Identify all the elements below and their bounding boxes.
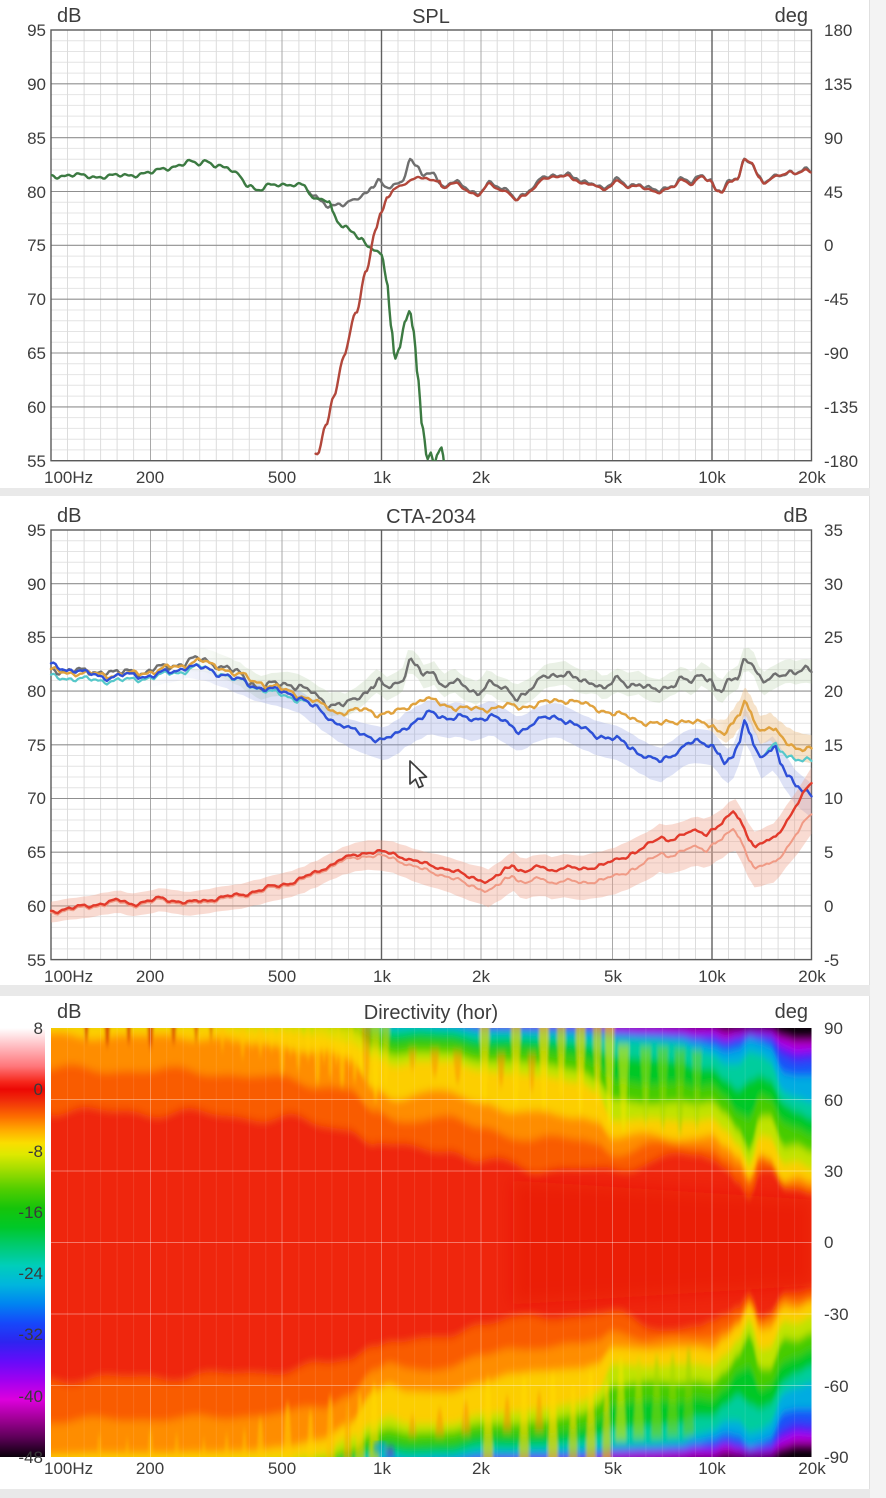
svg-text:100Hz: 100Hz [44,967,93,986]
svg-text:200: 200 [136,967,164,986]
svg-text:-8: -8 [28,1142,43,1161]
svg-text:80: 80 [27,682,46,701]
svg-text:0: 0 [824,897,833,916]
svg-text:60: 60 [27,897,46,916]
svg-text:70: 70 [27,789,46,808]
svg-text:135: 135 [824,75,852,94]
svg-text:75: 75 [27,736,46,755]
svg-text:-30: -30 [824,1305,849,1324]
svg-text:500: 500 [268,1459,296,1478]
svg-text:20k: 20k [798,967,826,986]
svg-text:-24: -24 [18,1264,43,1283]
svg-text:90: 90 [27,75,46,94]
svg-text:Directivity (hor): Directivity (hor) [364,1002,498,1024]
svg-text:10k: 10k [698,468,726,487]
svg-text:20k: 20k [798,1459,826,1478]
svg-text:0: 0 [824,1233,833,1252]
svg-text:85: 85 [27,129,46,148]
svg-text:20: 20 [824,682,843,701]
svg-text:75: 75 [27,236,46,255]
svg-text:5k: 5k [604,468,622,487]
svg-text:10k: 10k [698,967,726,986]
svg-text:1k: 1k [373,967,391,986]
svg-text:-45: -45 [824,290,849,309]
svg-text:30: 30 [824,575,843,594]
svg-text:CTA-2034: CTA-2034 [386,506,476,528]
svg-text:25: 25 [824,628,843,647]
svg-text:1k: 1k [373,1459,391,1478]
svg-text:deg: deg [775,5,808,27]
svg-text:5: 5 [824,843,833,862]
svg-text:30: 30 [824,1162,843,1181]
svg-text:65: 65 [27,344,46,363]
svg-text:deg: deg [775,1001,808,1023]
svg-text:100Hz: 100Hz [44,1459,93,1478]
svg-text:80: 80 [27,183,46,202]
svg-text:10k: 10k [698,1459,726,1478]
svg-text:-48: -48 [18,1448,43,1467]
svg-text:-90: -90 [824,1448,849,1467]
svg-text:1k: 1k [373,468,391,487]
svg-text:15: 15 [824,736,843,755]
svg-text:55: 55 [27,452,46,471]
svg-text:100Hz: 100Hz [44,468,93,487]
svg-text:10: 10 [824,789,843,808]
svg-text:45: 45 [824,183,843,202]
svg-text:2k: 2k [472,967,490,986]
svg-text:SPL: SPL [412,6,450,28]
svg-text:0: 0 [824,236,833,255]
svg-text:70: 70 [27,290,46,309]
svg-text:-5: -5 [824,951,839,970]
svg-text:8: 8 [34,1019,43,1038]
svg-text:500: 500 [268,967,296,986]
svg-text:90: 90 [824,1019,843,1038]
svg-text:200: 200 [136,1459,164,1478]
svg-text:dB: dB [57,505,81,527]
svg-text:-40: -40 [18,1387,43,1406]
svg-text:95: 95 [27,521,46,540]
svg-text:95: 95 [27,21,46,40]
svg-text:-32: -32 [18,1325,43,1344]
svg-text:90: 90 [824,129,843,148]
svg-text:-135: -135 [824,398,858,417]
svg-text:2k: 2k [472,1459,490,1478]
svg-text:35: 35 [824,521,843,540]
svg-text:90: 90 [27,575,46,594]
svg-text:5k: 5k [604,967,622,986]
svg-text:60: 60 [27,398,46,417]
svg-text:-180: -180 [824,452,858,471]
svg-text:85: 85 [27,628,46,647]
svg-text:5k: 5k [604,1459,622,1478]
svg-text:65: 65 [27,843,46,862]
svg-text:dB: dB [784,505,808,527]
svg-text:dB: dB [57,1001,81,1023]
svg-text:20k: 20k [798,468,826,487]
svg-text:60: 60 [824,1091,843,1110]
svg-text:-16: -16 [18,1203,43,1222]
svg-text:2k: 2k [472,468,490,487]
svg-text:dB: dB [57,5,81,27]
svg-text:-60: -60 [824,1377,849,1396]
svg-text:-90: -90 [824,344,849,363]
svg-text:55: 55 [27,951,46,970]
svg-text:500: 500 [268,468,296,487]
svg-text:0: 0 [34,1080,43,1099]
svg-text:180: 180 [824,21,852,40]
svg-text:200: 200 [136,468,164,487]
